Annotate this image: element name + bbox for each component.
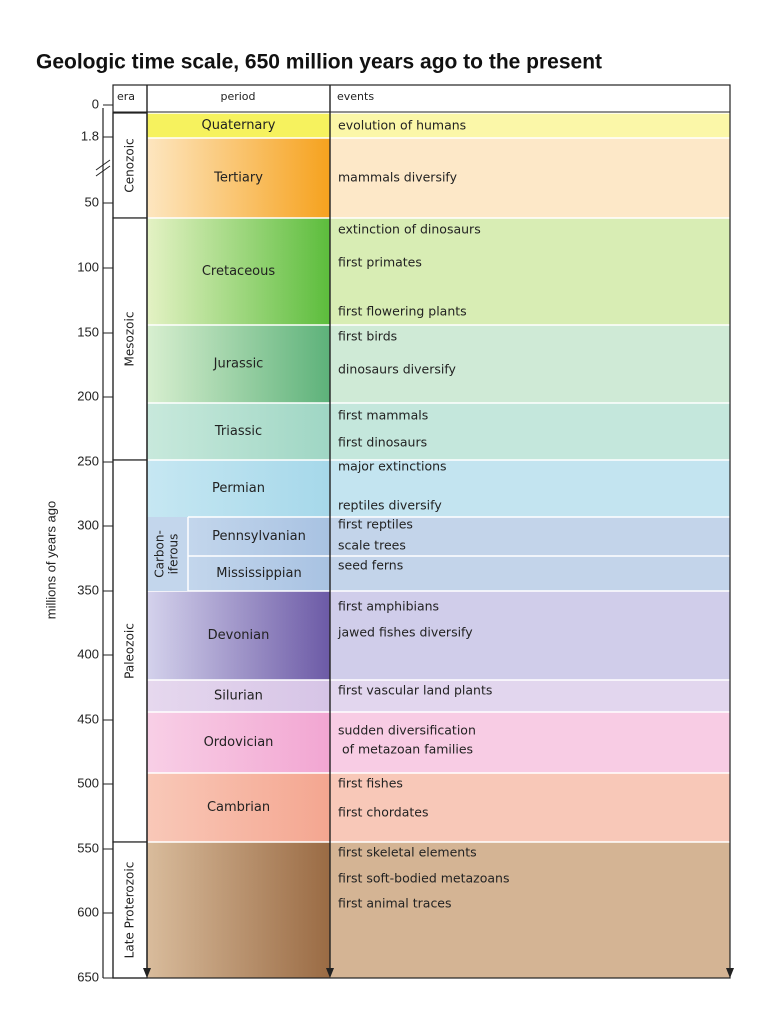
tick-label: 550 bbox=[77, 840, 99, 855]
era-header: era bbox=[117, 90, 135, 103]
period-cell bbox=[147, 842, 330, 978]
tick-label: 400 bbox=[77, 646, 99, 661]
event: first vascular land plants bbox=[338, 683, 492, 698]
tick-label: 1.8 bbox=[81, 128, 99, 143]
events-cell bbox=[330, 517, 730, 556]
event: first reptiles bbox=[338, 517, 413, 532]
event: evolution of humans bbox=[338, 118, 466, 133]
event: dinosaurs diversify bbox=[338, 362, 456, 377]
period-cell bbox=[147, 138, 330, 218]
events-cell bbox=[330, 556, 730, 591]
arrow bbox=[143, 968, 151, 978]
event: first primates bbox=[338, 255, 422, 270]
tick-label: 500 bbox=[77, 775, 99, 790]
events-cell bbox=[330, 773, 730, 842]
period-cell bbox=[188, 556, 330, 591]
period-name: Jurassic bbox=[213, 357, 264, 372]
event: first amphibians bbox=[338, 599, 439, 614]
carboniferous-label: Carbon- bbox=[153, 530, 167, 578]
period-cell bbox=[147, 680, 330, 712]
period-cell bbox=[147, 460, 330, 517]
period-name: Quaternary bbox=[202, 118, 276, 133]
tick-label: 100 bbox=[77, 259, 99, 274]
events-cell bbox=[330, 218, 730, 325]
event: first animal traces bbox=[338, 896, 452, 911]
events-cell bbox=[330, 680, 730, 712]
event: sudden diversification bbox=[338, 723, 476, 738]
event: first mammals bbox=[338, 408, 428, 423]
tick-label: 450 bbox=[77, 711, 99, 726]
period-name: Mississippian bbox=[216, 566, 301, 581]
arrow bbox=[726, 968, 734, 978]
events-cell bbox=[330, 712, 730, 773]
period-name: Tertiary bbox=[213, 171, 263, 186]
events-cell bbox=[330, 138, 730, 218]
period-cell bbox=[147, 403, 330, 460]
tick-label: 150 bbox=[77, 324, 99, 339]
period-cell bbox=[147, 218, 330, 325]
events-cell bbox=[330, 460, 730, 517]
period-name: Permian bbox=[212, 481, 265, 496]
carboniferous-label: iferous bbox=[167, 534, 181, 575]
event: first soft-bodied metazoans bbox=[338, 871, 509, 886]
tick-label: 0 bbox=[92, 96, 99, 111]
event: major extinctions bbox=[338, 459, 447, 474]
period-cell bbox=[147, 325, 330, 403]
event: seed ferns bbox=[338, 558, 403, 573]
events-cell bbox=[330, 403, 730, 460]
tick-label: 50 bbox=[85, 194, 99, 209]
tick-label: 600 bbox=[77, 904, 99, 919]
period-name: Triassic bbox=[214, 424, 262, 439]
period-cell bbox=[147, 113, 330, 138]
events-cell bbox=[330, 325, 730, 403]
tick-label: 250 bbox=[77, 453, 99, 468]
events-header: events bbox=[337, 90, 374, 103]
title: Geologic time scale, 650 million years a… bbox=[36, 51, 602, 74]
axis-break bbox=[95, 159, 111, 177]
period-name: Cretaceous bbox=[202, 264, 276, 279]
period-name: Cambrian bbox=[207, 800, 270, 815]
event: mammals diversify bbox=[338, 170, 458, 185]
event: jawed fishes diversify bbox=[337, 625, 473, 640]
event: first birds bbox=[338, 329, 397, 344]
event: first fishes bbox=[338, 776, 403, 791]
era-name: Mesozoic bbox=[123, 312, 137, 367]
tick-label: 300 bbox=[77, 517, 99, 532]
period-cell bbox=[147, 712, 330, 773]
arrow bbox=[326, 968, 334, 978]
event: reptiles diversify bbox=[338, 498, 442, 513]
event: first chordates bbox=[338, 805, 428, 820]
frame bbox=[112, 84, 731, 979]
era-name: Late Proterozoic bbox=[123, 862, 137, 959]
event: first flowering plants bbox=[338, 304, 467, 319]
period-name: Pennsylvanian bbox=[212, 529, 306, 544]
events-cell bbox=[330, 113, 730, 138]
period-header: period bbox=[220, 90, 255, 103]
axis-label: millions of years ago bbox=[43, 501, 58, 620]
period-name: Ordovician bbox=[204, 735, 274, 750]
era-cell bbox=[112, 459, 148, 843]
period-cell bbox=[147, 773, 330, 842]
event: first dinosaurs bbox=[338, 435, 427, 450]
event: of metazoan families bbox=[338, 742, 473, 757]
tick-label: 650 bbox=[77, 969, 99, 984]
event: extinction of dinosaurs bbox=[338, 222, 481, 237]
period-cell bbox=[188, 517, 330, 556]
event: first skeletal elements bbox=[338, 845, 477, 860]
period-cell bbox=[147, 591, 330, 680]
tick-label: 350 bbox=[77, 582, 99, 597]
period-name: Silurian bbox=[214, 689, 263, 704]
era-name: Paleozoic bbox=[123, 623, 137, 679]
tick-label: 200 bbox=[77, 388, 99, 403]
carboniferous-cell bbox=[147, 517, 188, 591]
events-cell bbox=[330, 591, 730, 680]
era-name: Cenozoic bbox=[123, 138, 137, 192]
events-cell bbox=[330, 842, 730, 978]
period-name: Devonian bbox=[208, 628, 270, 643]
event: scale trees bbox=[338, 538, 406, 553]
